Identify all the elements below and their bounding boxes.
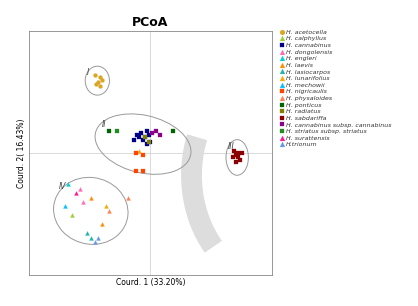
Point (99, 77, 105, 82)
Point (132, 151, 139, 155)
Point (136, 148, 143, 153)
Point (76, 186, 83, 191)
Point (65, 182, 72, 187)
Point (80, 200, 87, 204)
Y-axis label: Courd. 2( 16.43%): Courd. 2( 16.43%) (18, 118, 26, 188)
Point (140, 137, 146, 142)
Point (138, 131, 145, 136)
Point (61, 204, 68, 209)
Point (145, 133, 152, 138)
Point (237, 157, 243, 162)
Point (84, 231, 90, 236)
Text: IV: IV (59, 182, 66, 192)
Text: I: I (87, 68, 89, 77)
Point (143, 128, 150, 133)
Point (95, 235, 102, 240)
Point (145, 140, 152, 144)
Title: PCoA: PCoA (132, 17, 169, 29)
Legend: H. acetocella, H. calphyllus, H. cannabinus, H. dongolensis, H. engleri, H. laev: H. acetocella, H. calphyllus, H. cannabi… (280, 29, 392, 148)
Point (142, 135, 148, 140)
Point (233, 159, 240, 164)
Point (93, 82, 100, 87)
Point (147, 140, 154, 144)
Point (87, 235, 94, 240)
Point (69, 213, 76, 218)
Point (233, 153, 240, 158)
Point (143, 142, 150, 147)
Point (99, 222, 105, 227)
Point (132, 168, 139, 173)
Point (97, 75, 104, 80)
Point (106, 128, 113, 133)
Text: III: III (228, 142, 234, 151)
Point (91, 73, 98, 77)
Point (87, 195, 94, 200)
Point (140, 168, 146, 173)
Point (106, 208, 113, 213)
Point (91, 240, 98, 244)
Point (235, 151, 242, 155)
Point (136, 135, 143, 140)
Point (156, 133, 163, 138)
Point (102, 204, 109, 209)
Point (134, 133, 141, 138)
Point (125, 195, 131, 200)
X-axis label: Courd. 1 (33.20%): Courd. 1 (33.20%) (116, 278, 185, 287)
Point (97, 84, 104, 89)
Point (140, 153, 146, 158)
Point (229, 155, 236, 160)
Point (153, 128, 159, 133)
Point (95, 79, 102, 84)
Point (73, 191, 79, 196)
Point (149, 131, 155, 136)
Text: II: II (102, 120, 106, 129)
Point (235, 155, 242, 160)
Point (231, 148, 238, 153)
Point (142, 135, 148, 140)
Point (114, 128, 120, 133)
Point (239, 151, 245, 155)
Point (170, 128, 176, 133)
Point (130, 137, 137, 142)
